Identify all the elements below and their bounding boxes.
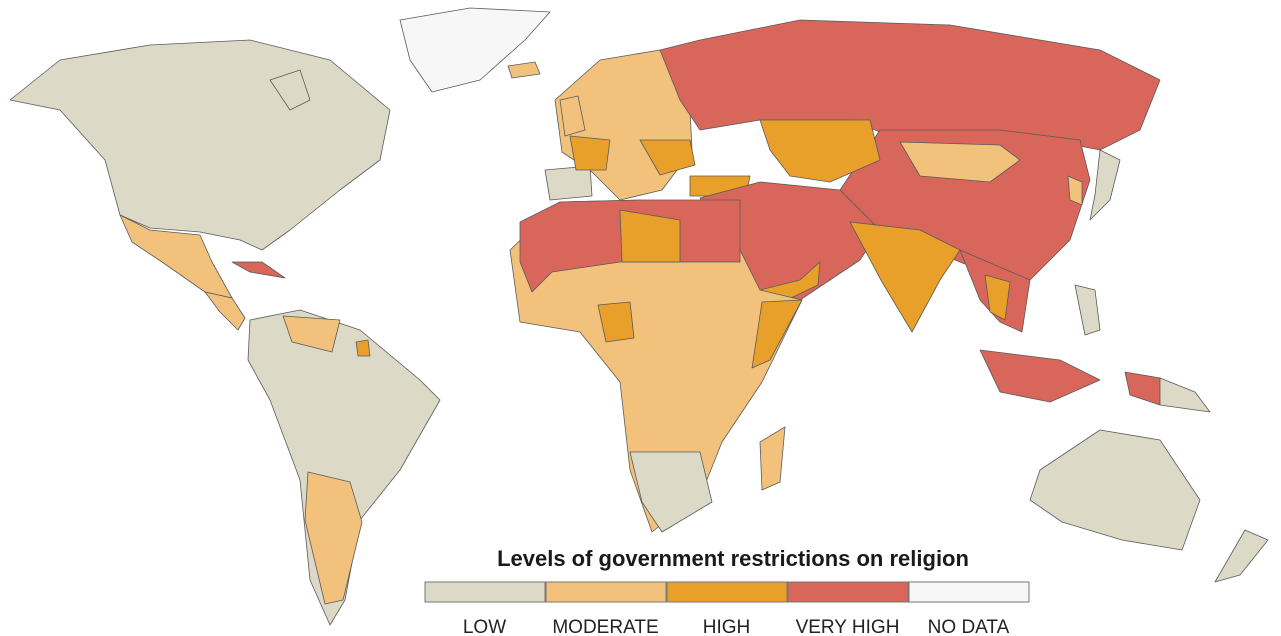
mongolia [899,141,1021,183]
greenland [399,7,551,93]
papua-new-guinea [1159,377,1211,413]
legend: Levels of government restrictions on rel… [424,546,1030,636]
new-zealand [1214,529,1269,583]
iberia [544,165,593,201]
uk [559,95,586,137]
suriname [355,339,371,357]
india [849,221,961,333]
indonesia [979,349,1101,403]
legend-label: LOW [463,617,506,636]
central-asia [759,119,881,183]
legend-label: MODERATE [552,617,658,636]
legend-label: VERY HIGH [796,617,900,636]
somalia [751,299,803,369]
nigeria [597,301,635,343]
legend-label: NO DATA [928,617,1010,636]
korea [1067,175,1083,206]
legend-swatch [424,581,546,603]
countries [9,7,1269,626]
cuba [231,261,286,279]
australia [1029,429,1201,551]
iceland [507,61,541,79]
legend-swatch [908,581,1030,603]
thailand [984,274,1011,321]
central-america [204,291,246,331]
north-america [9,39,391,251]
legend-swatch [666,581,788,603]
venezuela [282,315,341,353]
legend-label: HIGH [703,617,751,636]
new-guinea-west [1124,371,1161,406]
legend-title: Levels of government restrictions on rel… [497,546,969,571]
libya [619,209,681,263]
philippines [1074,284,1101,336]
legend-swatch [787,581,909,603]
madagascar [759,426,786,491]
japan [1089,149,1121,221]
balkans [639,139,696,176]
southern-africa [629,451,713,533]
argentina [304,471,363,605]
france [569,135,611,171]
hudson-bay-island [269,69,311,111]
legend-swatch [545,581,667,603]
